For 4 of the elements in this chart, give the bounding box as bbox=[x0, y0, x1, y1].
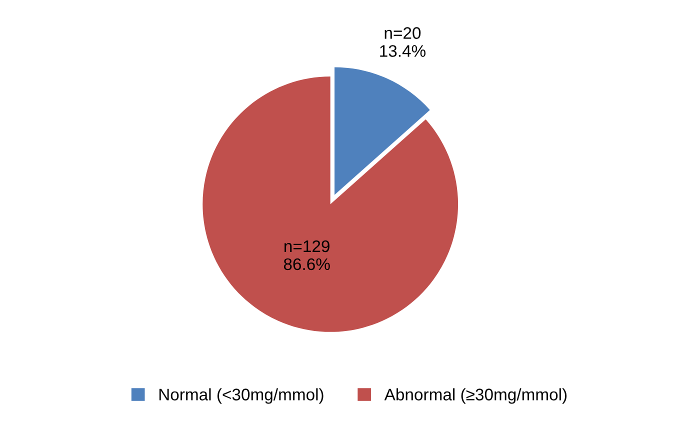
legend-label: Abnormal (≥30mg/mmol) bbox=[384, 388, 567, 404]
data-label: n=20 13.4% bbox=[380, 27, 426, 57]
legend-label: Normal (<30mg/mmol) bbox=[159, 388, 324, 404]
data-label: n=129 86.6% bbox=[284, 240, 330, 270]
